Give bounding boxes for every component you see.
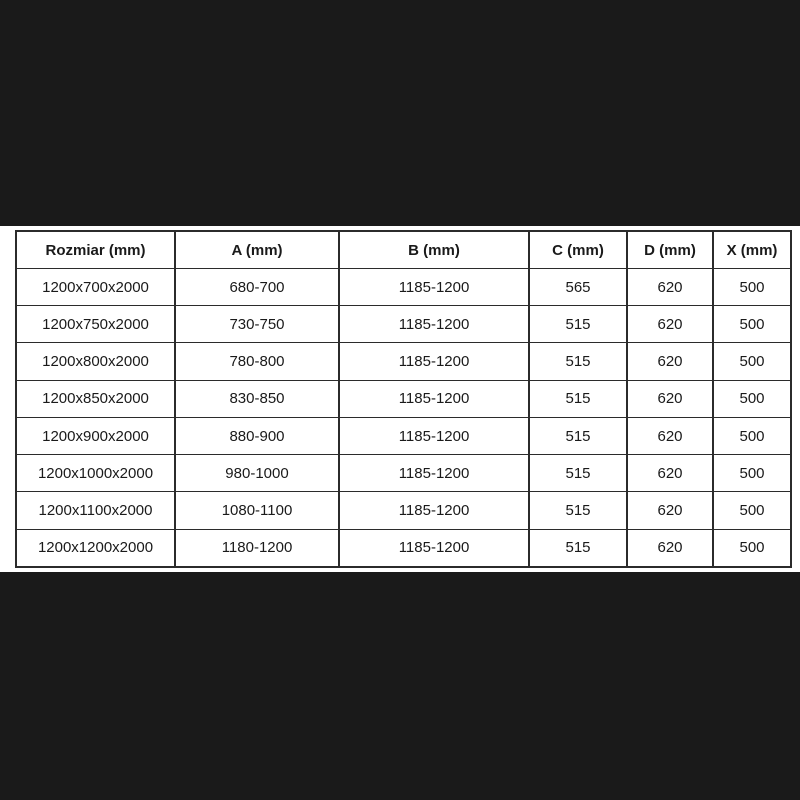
column-header-c: C (mm): [529, 231, 627, 269]
table-row: 1200x850x2000 830-850 1185-1200 515 620 …: [16, 380, 791, 417]
cell-a: 880-900: [175, 417, 339, 454]
cell-x: 500: [713, 417, 791, 454]
cell-d: 620: [627, 306, 713, 343]
cell-c: 515: [529, 529, 627, 567]
cell-d: 620: [627, 529, 713, 567]
column-header-d: D (mm): [627, 231, 713, 269]
cell-a: 830-850: [175, 380, 339, 417]
column-header-b: B (mm): [339, 231, 529, 269]
size-table-body: 1200x700x2000 680-700 1185-1200 565 620 …: [16, 269, 791, 568]
table-row: 1200x800x2000 780-800 1185-1200 515 620 …: [16, 343, 791, 380]
cell-c: 565: [529, 269, 627, 306]
cell-b: 1185-1200: [339, 269, 529, 306]
table-row: 1200x700x2000 680-700 1185-1200 565 620 …: [16, 269, 791, 306]
cell-rozmiar: 1200x700x2000: [16, 269, 175, 306]
cell-d: 620: [627, 269, 713, 306]
cell-x: 500: [713, 380, 791, 417]
cell-a: 680-700: [175, 269, 339, 306]
size-table-panel: Rozmiar (mm) A (mm) B (mm) C (mm) D (mm)…: [0, 226, 800, 572]
table-row: 1200x900x2000 880-900 1185-1200 515 620 …: [16, 417, 791, 454]
column-header-a: A (mm): [175, 231, 339, 269]
cell-b: 1185-1200: [339, 529, 529, 567]
cell-c: 515: [529, 343, 627, 380]
cell-rozmiar: 1200x900x2000: [16, 417, 175, 454]
table-row: 1200x1200x2000 1180-1200 1185-1200 515 6…: [16, 529, 791, 567]
cell-d: 620: [627, 343, 713, 380]
size-table-header: Rozmiar (mm) A (mm) B (mm) C (mm) D (mm)…: [16, 231, 791, 269]
header-row: Rozmiar (mm) A (mm) B (mm) C (mm) D (mm)…: [16, 231, 791, 269]
size-table: Rozmiar (mm) A (mm) B (mm) C (mm) D (mm)…: [15, 230, 792, 568]
cell-d: 620: [627, 417, 713, 454]
table-row: 1200x750x2000 730-750 1185-1200 515 620 …: [16, 306, 791, 343]
cell-c: 515: [529, 492, 627, 529]
cell-x: 500: [713, 529, 791, 567]
column-header-rozmiar: Rozmiar (mm): [16, 231, 175, 269]
cell-b: 1185-1200: [339, 455, 529, 492]
cell-b: 1185-1200: [339, 380, 529, 417]
cell-d: 620: [627, 455, 713, 492]
table-row: 1200x1100x2000 1080-1100 1185-1200 515 6…: [16, 492, 791, 529]
cell-rozmiar: 1200x1000x2000: [16, 455, 175, 492]
cell-d: 620: [627, 492, 713, 529]
cell-rozmiar: 1200x750x2000: [16, 306, 175, 343]
cell-rozmiar: 1200x1200x2000: [16, 529, 175, 567]
cell-a: 730-750: [175, 306, 339, 343]
cell-c: 515: [529, 380, 627, 417]
cell-b: 1185-1200: [339, 492, 529, 529]
cell-x: 500: [713, 306, 791, 343]
cell-x: 500: [713, 269, 791, 306]
cell-b: 1185-1200: [339, 343, 529, 380]
cell-rozmiar: 1200x850x2000: [16, 380, 175, 417]
cell-b: 1185-1200: [339, 306, 529, 343]
cell-rozmiar: 1200x1100x2000: [16, 492, 175, 529]
cell-a: 980-1000: [175, 455, 339, 492]
cell-a: 780-800: [175, 343, 339, 380]
cell-x: 500: [713, 343, 791, 380]
cell-d: 620: [627, 380, 713, 417]
cell-c: 515: [529, 306, 627, 343]
cell-b: 1185-1200: [339, 417, 529, 454]
cell-a: 1080-1100: [175, 492, 339, 529]
cell-a: 1180-1200: [175, 529, 339, 567]
cell-x: 500: [713, 455, 791, 492]
table-row: 1200x1000x2000 980-1000 1185-1200 515 62…: [16, 455, 791, 492]
cell-rozmiar: 1200x800x2000: [16, 343, 175, 380]
cell-c: 515: [529, 417, 627, 454]
cell-x: 500: [713, 492, 791, 529]
cell-c: 515: [529, 455, 627, 492]
column-header-x: X (mm): [713, 231, 791, 269]
